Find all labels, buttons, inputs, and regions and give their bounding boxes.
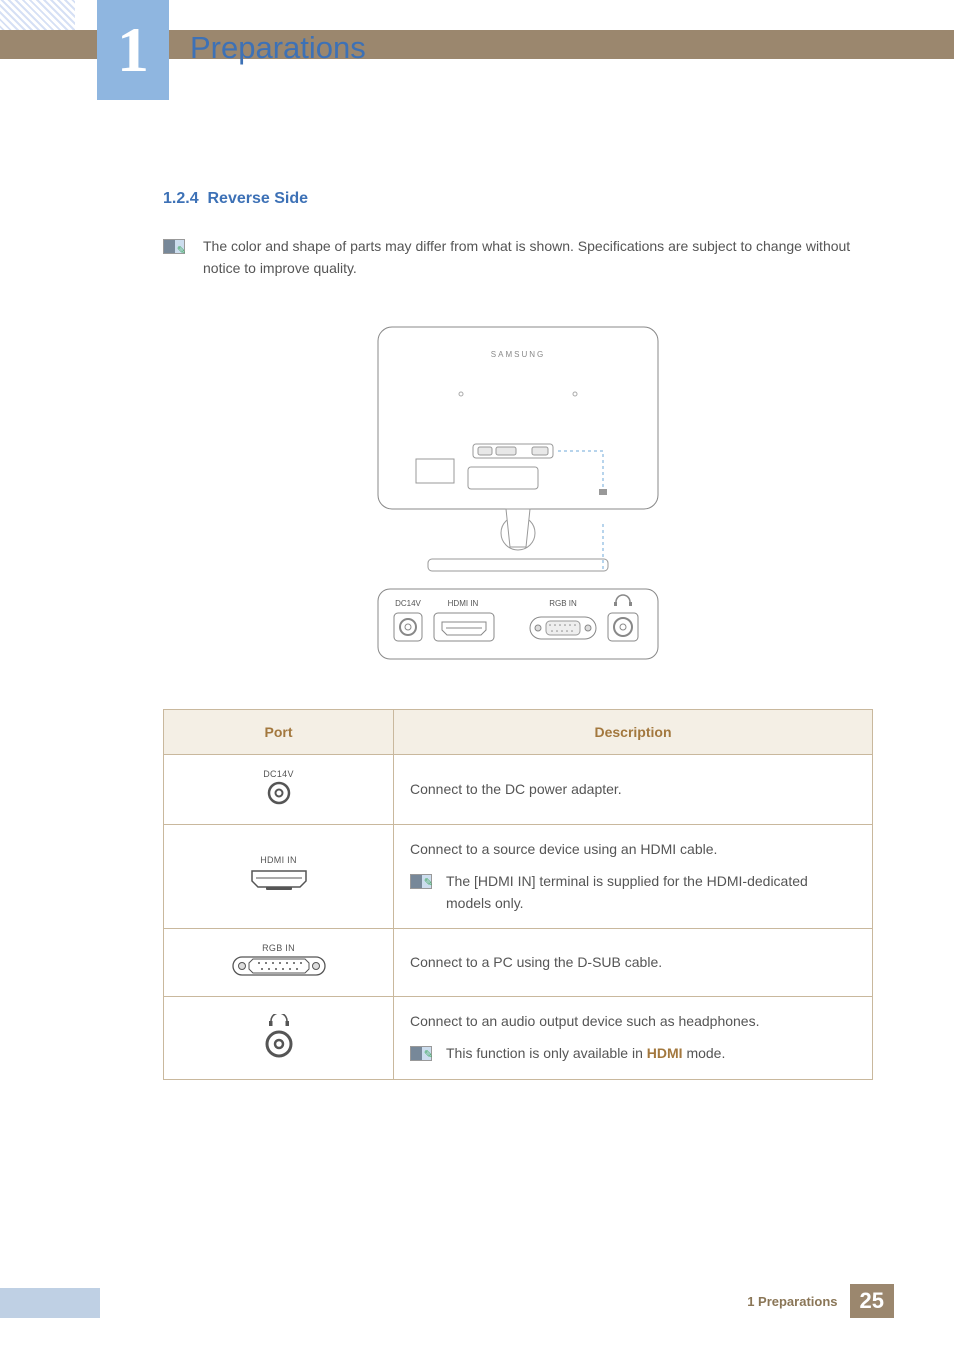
port-label: DC14V <box>180 769 377 779</box>
desc-cell: Connect to an audio output device such a… <box>394 997 873 1079</box>
desc-cell: Connect to a PC using the D-SUB cable. <box>394 929 873 997</box>
port-label-rgb: RGB IN <box>549 599 577 608</box>
port-label: RGB IN <box>180 943 377 953</box>
desc-cell: Connect to a source device using an HDMI… <box>394 825 873 929</box>
section-heading: 1.2.4 Reverse Side <box>163 190 873 208</box>
note-text: This function is only available in HDMI … <box>446 1043 725 1065</box>
note-bold: HDMI <box>647 1045 683 1061</box>
table-row: DC14V Connect to the DC power adapter. <box>164 755 873 825</box>
note-icon <box>163 239 185 254</box>
desc-text: Connect to an audio output device such a… <box>410 1011 856 1033</box>
note-suffix: mode. <box>683 1045 726 1061</box>
chapter-title: Preparations <box>190 30 366 66</box>
table-row: Connect to an audio output device such a… <box>164 997 873 1079</box>
reverse-side-diagram: SAMSUNG DC14V HDMI IN RGB IN <box>163 319 873 669</box>
footer-left-band <box>0 1288 100 1318</box>
dsub-port-icon <box>229 953 329 979</box>
port-cell-hdmi: HDMI IN <box>164 825 394 929</box>
page-footer: 1 Preparations 25 <box>747 1284 894 1318</box>
th-port: Port <box>164 710 394 755</box>
port-label-dc: DC14V <box>395 599 421 608</box>
hdmi-port-icon <box>246 865 312 895</box>
desc-text: Connect to a source device using an HDMI… <box>410 839 856 861</box>
note-icon <box>410 1046 432 1061</box>
port-cell-dc: DC14V <box>164 755 394 825</box>
content-area: 1.2.4 Reverse Side The color and shape o… <box>163 190 873 1080</box>
table-row: RGB IN Connect to a PC using the D-SUB c… <box>164 929 873 997</box>
note-text: The [HDMI IN] terminal is supplied for t… <box>446 871 856 914</box>
table-header-row: Port Description <box>164 710 873 755</box>
inline-note: The [HDMI IN] terminal is supplied for t… <box>410 871 856 914</box>
note-prefix: This function is only available in <box>446 1045 647 1061</box>
page-number: 25 <box>850 1284 894 1318</box>
intro-note: The color and shape of parts may differ … <box>163 236 873 279</box>
table-row: HDMI IN Connect to a source device using… <box>164 825 873 929</box>
port-cell-rgb: RGB IN <box>164 929 394 997</box>
headphone-jack-icon <box>259 1014 299 1060</box>
dc-jack-icon <box>262 779 296 807</box>
brand-text: SAMSUNG <box>491 350 545 359</box>
intro-note-text: The color and shape of parts may differ … <box>203 236 873 279</box>
ports-table: Port Description DC14V Connect to the DC… <box>163 709 873 1079</box>
chapter-number: 1 <box>117 13 149 87</box>
section-number: 1.2.4 <box>163 190 199 207</box>
port-label-hdmi: HDMI IN <box>448 599 479 608</box>
desc-cell: Connect to the DC power adapter. <box>394 755 873 825</box>
inline-note: This function is only available in HDMI … <box>410 1043 856 1065</box>
section-title: Reverse Side <box>207 190 308 207</box>
port-label: HDMI IN <box>180 855 377 865</box>
chapter-number-box: 1 <box>97 0 169 100</box>
port-cell-headphone <box>164 997 394 1079</box>
th-desc: Description <box>394 710 873 755</box>
note-icon <box>410 874 432 889</box>
footer-text: 1 Preparations <box>747 1294 837 1309</box>
